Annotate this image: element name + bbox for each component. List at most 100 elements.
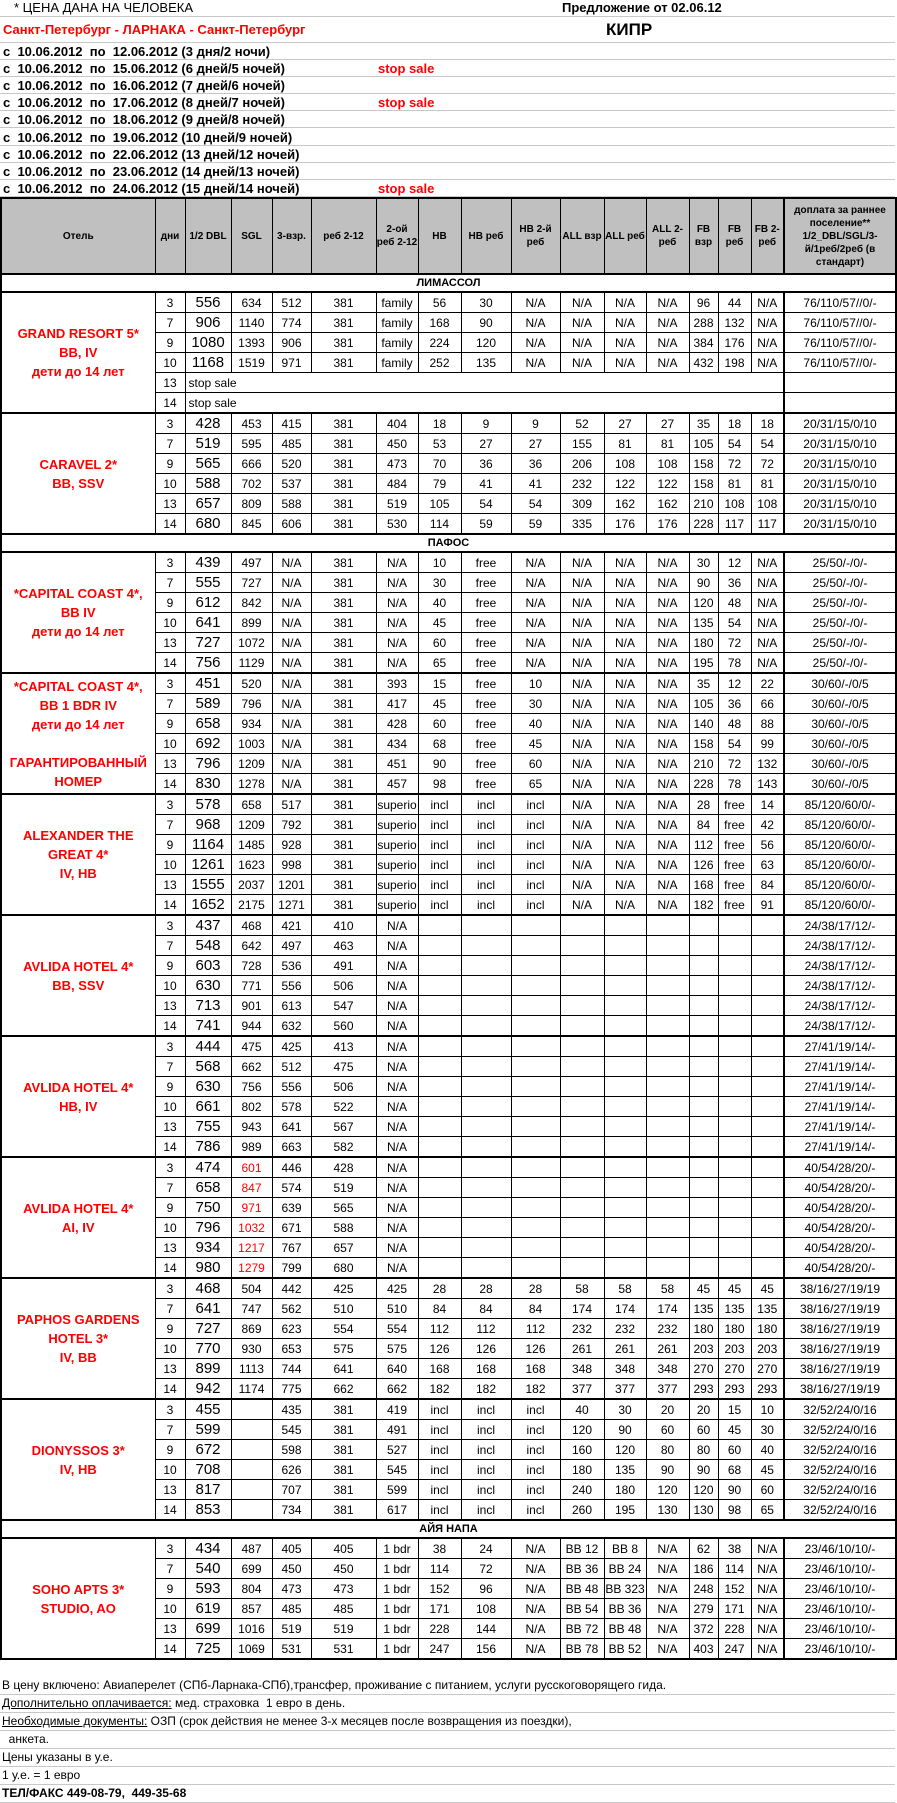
price-cell: 428 — [310, 1156, 377, 1178]
price-cell — [510, 1015, 561, 1037]
price-cell: 531 — [271, 1638, 312, 1660]
price-cell: 348 — [645, 1358, 690, 1379]
price-cell: 72 — [460, 1558, 512, 1579]
hotel-name-line — [2, 734, 154, 753]
hotel-name-line: дети до 14 лет — [31, 624, 125, 639]
days-cell: 3 — [154, 1537, 186, 1559]
early-checkin-cell: 40/54/28/20/- — [783, 1257, 897, 1279]
price-cell — [417, 1015, 462, 1037]
price-cell — [417, 1136, 462, 1158]
early-checkin-cell: 24/38/17/12/- — [783, 975, 897, 996]
price-cell: 658 — [230, 793, 273, 815]
early-checkin-cell: 85/120/60/0/- — [783, 894, 897, 916]
price-cell: 1209 — [230, 814, 273, 835]
price-cell: 485 — [271, 1598, 312, 1619]
price-cell: 504 — [230, 1277, 273, 1299]
price-cell: 309 — [559, 493, 605, 514]
price-cell: 105 — [417, 493, 462, 514]
price-cell: N/A — [603, 713, 647, 734]
price-cell: 381 — [310, 713, 377, 734]
price-cell: 463 — [310, 935, 377, 956]
price-cell: 270 — [717, 1358, 752, 1379]
price-cell — [460, 1257, 512, 1279]
price-cell — [750, 1116, 785, 1137]
price-cell: 90 — [688, 1459, 719, 1480]
price-cell: N/A — [559, 854, 605, 875]
price-cell: 512 — [271, 291, 312, 313]
price-cell: 81 — [717, 473, 752, 494]
price-cell: family — [375, 352, 419, 373]
table-row: 9 612 842 N/A 381 N/A 40 free N/A N/A N/A N/A 120 48 N… — [1, 592, 897, 613]
column-header: 1/2 DBL — [184, 197, 232, 275]
price-cell: 54 — [510, 493, 561, 514]
price-cell: 796 — [184, 1217, 232, 1238]
days-cell: 3 — [154, 1277, 186, 1299]
price-cell: 381 — [310, 753, 377, 774]
early-checkin-cell: 25/50/-/0/- — [783, 592, 897, 613]
price-cell — [510, 955, 561, 976]
price-cell — [603, 975, 647, 996]
hotel-name-line: STUDIO, AO — [40, 1600, 116, 1616]
price-cell: 419 — [375, 1398, 419, 1420]
price-cell: 126 — [510, 1338, 561, 1359]
price-cell — [750, 1056, 785, 1077]
price-cell: incl — [460, 854, 512, 875]
price-cell: 755 — [184, 1116, 232, 1137]
price-cell: 410 — [310, 914, 377, 936]
price-cell — [645, 1035, 690, 1057]
price-cell: 830 — [184, 773, 232, 795]
price-cell: 381 — [310, 793, 377, 815]
price-cell: 578 — [271, 1096, 312, 1117]
days-cell: 3 — [154, 551, 186, 573]
price-cell: 232 — [603, 1318, 647, 1339]
price-cell: 120 — [460, 332, 512, 353]
price-cell: 168 — [510, 1358, 561, 1379]
price-cell: 595 — [230, 433, 273, 454]
price-cell: 247 — [417, 1638, 462, 1660]
price-cell: 384 — [688, 332, 719, 353]
price-cell: 27 — [645, 412, 690, 434]
early-checkin-cell: 20/31/15/0/10 — [783, 412, 897, 434]
hotel-name-line: AVLIDA HOTEL 4* — [23, 1079, 134, 1095]
price-cell: superio — [375, 834, 419, 855]
price-cell: N/A — [375, 1116, 419, 1137]
price-cell: N/A — [603, 733, 647, 754]
date-row: с 10.06.2012 по 22.06.2012 (13 дней/12 н… — [0, 146, 895, 163]
early-checkin-cell: 30/60/-/0/5 — [783, 713, 897, 734]
price-cell: 45 — [717, 1419, 752, 1440]
price-cell: 84 — [688, 814, 719, 835]
price-cell: free — [460, 693, 512, 714]
price-note: * ЦЕНА ДАНА НА ЧЕЛОВЕКА — [14, 0, 194, 15]
price-cell: 88 — [750, 713, 785, 734]
price-cell: free — [717, 874, 752, 895]
price-cell: 613 — [271, 995, 312, 1016]
price-cell: N/A — [559, 713, 605, 734]
price-cell: incl — [460, 834, 512, 855]
price-table: Отель дни 1/2 DBL SGL 3-взр. реб 2-12 2-ой реб… — [0, 197, 897, 1660]
currency-note: Цены указаны в у.е. — [2, 1750, 113, 1764]
days-cell: 14 — [154, 513, 186, 535]
price-cell: 80 — [645, 1439, 690, 1460]
price-cell: incl — [417, 894, 462, 916]
price-cell — [460, 935, 512, 956]
price-cell: 405 — [271, 1537, 312, 1559]
price-cell: 58 — [645, 1277, 690, 1299]
price-cell: 1080 — [184, 332, 232, 353]
early-checkin-cell: 30/60/-/0/5 — [783, 733, 897, 754]
early-checkin-cell: 85/120/60/0/- — [783, 874, 897, 895]
date-row: с 10.06.2012 по 16.06.2012 (7 дней/6 ноч… — [0, 77, 895, 95]
price-cell: 45 — [717, 1277, 752, 1299]
early-checkin-cell: 25/50/-/0/- — [783, 572, 897, 593]
price-cell: N/A — [559, 572, 605, 593]
price-cell: 24 — [460, 1537, 512, 1559]
region-row: ЛИМАССОЛ — [0, 273, 897, 293]
price-cell: 662 — [230, 1056, 273, 1077]
price-cell: 1393 — [230, 332, 273, 353]
extra-label: Дополнительно оплачивается: — [2, 1696, 172, 1710]
price-cell — [645, 1197, 690, 1218]
price-cell: 261 — [645, 1338, 690, 1359]
price-cell — [510, 1096, 561, 1117]
price-cell: N/A — [603, 874, 647, 895]
price-cell: 30 — [510, 693, 561, 714]
price-cell: 556 — [271, 1076, 312, 1097]
